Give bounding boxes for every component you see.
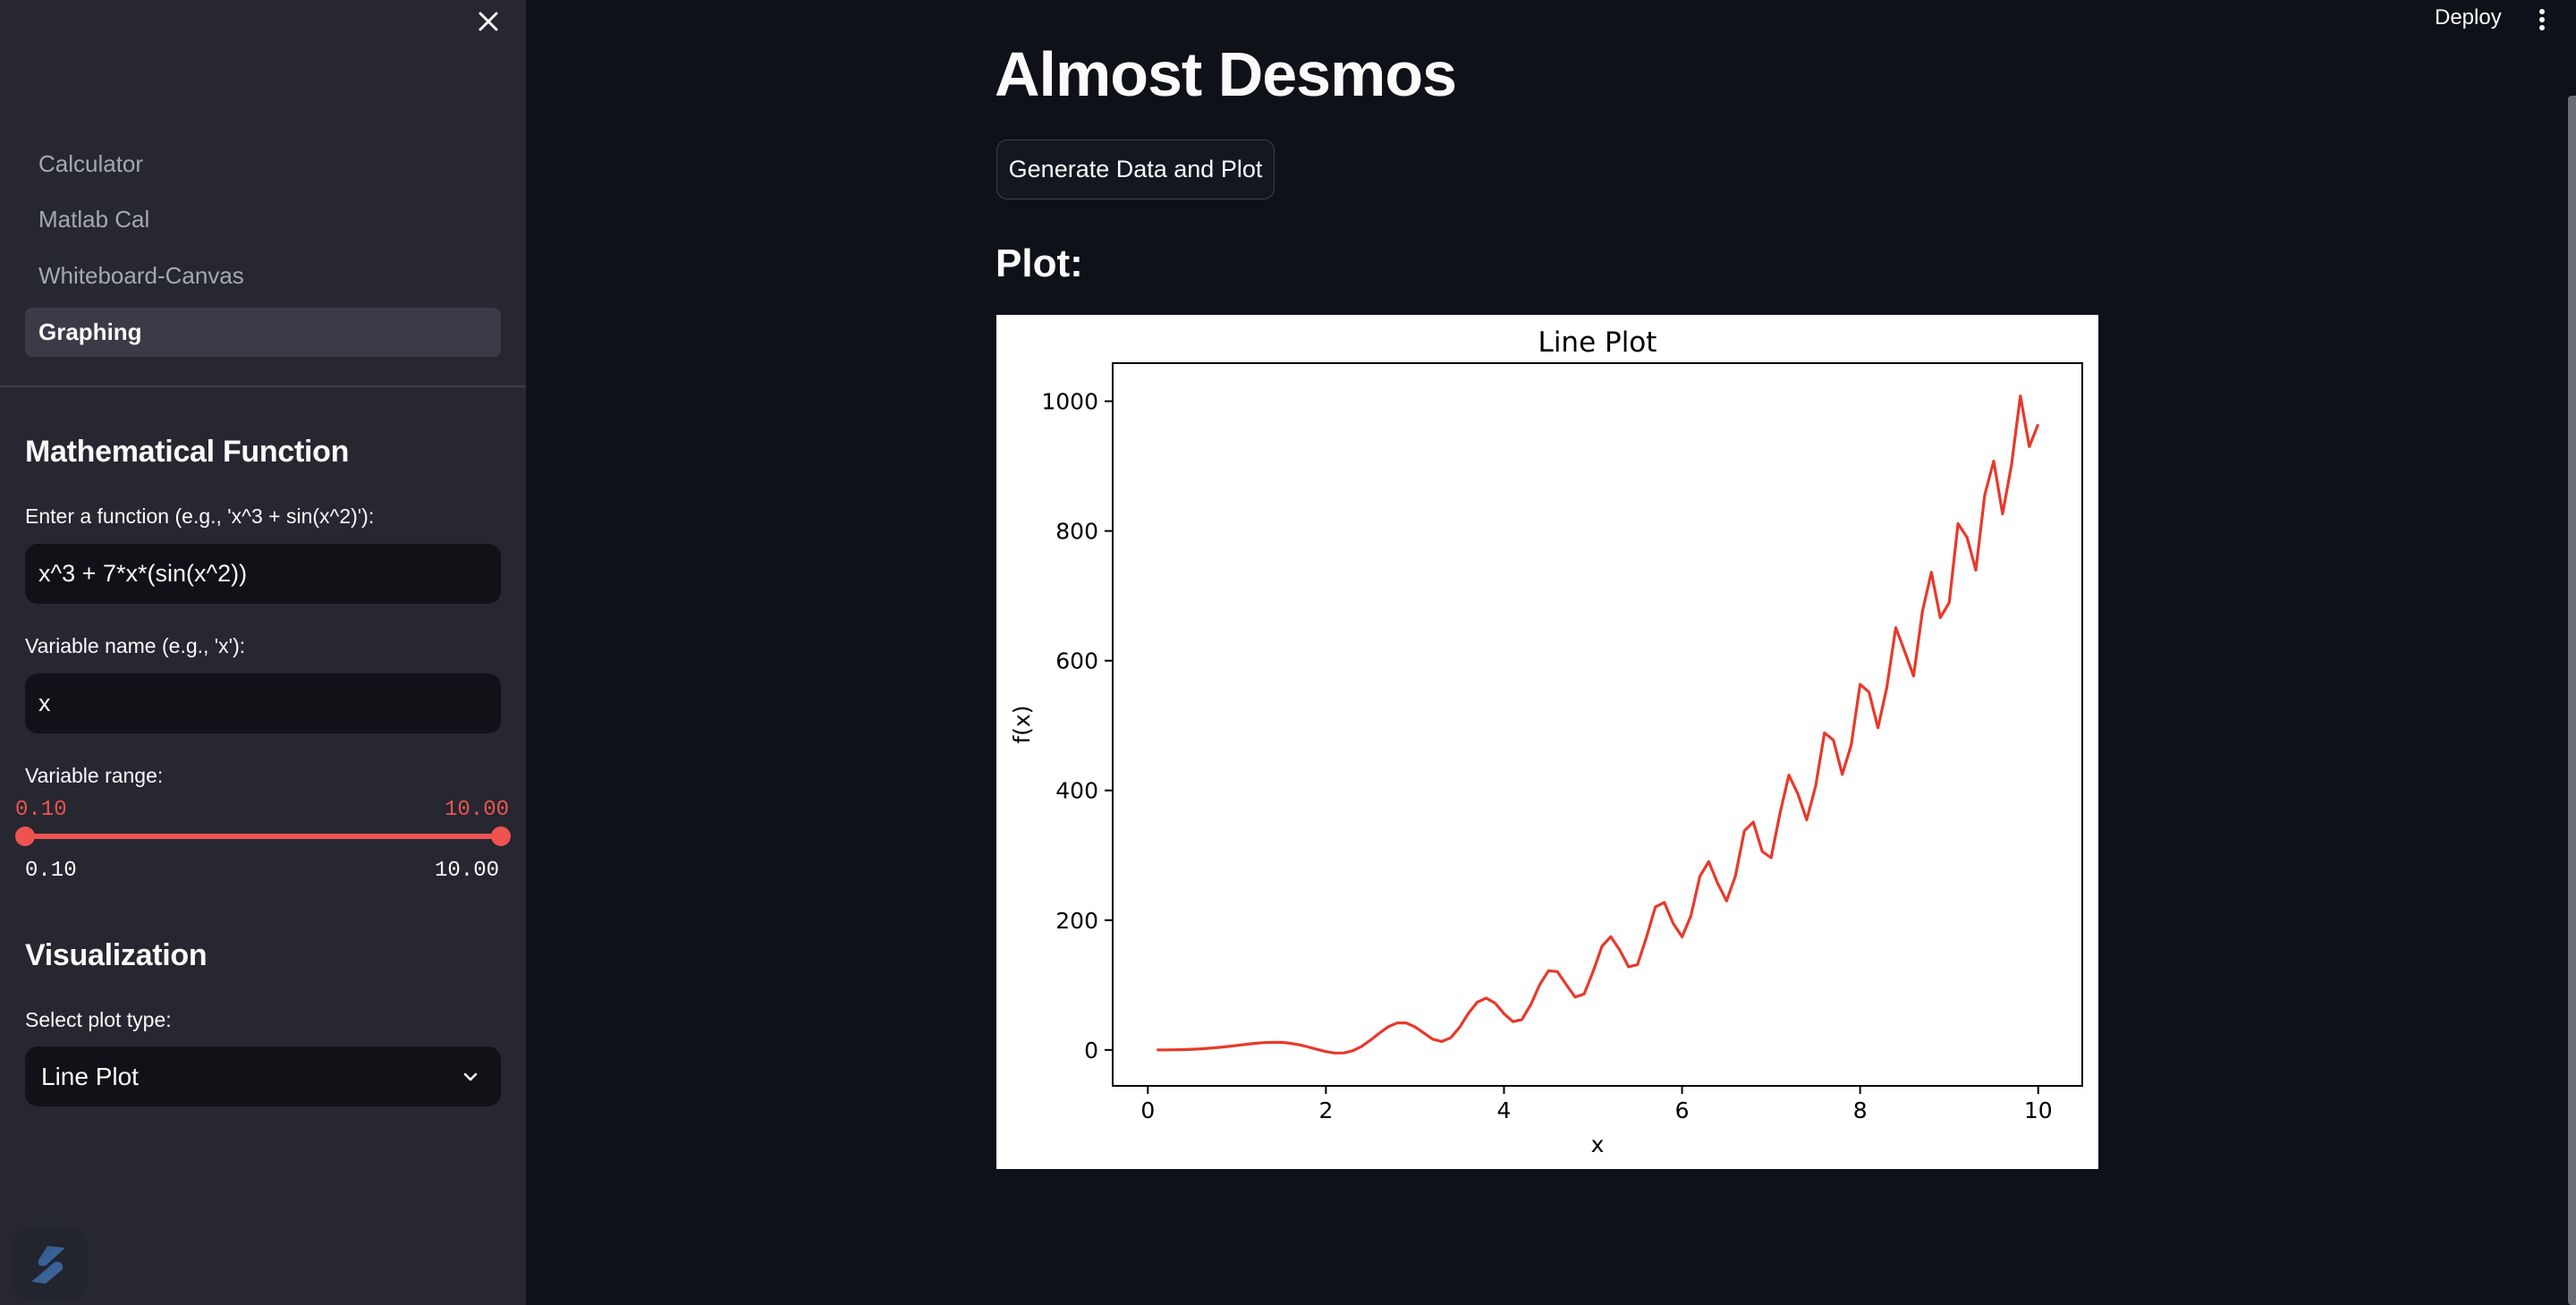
range-slider-high-thumb[interactable]	[491, 826, 511, 846]
chart-y-axis-label: f(x)	[1009, 705, 1035, 743]
sidebar-item-label: Matlab Cal	[38, 206, 150, 233]
sidebar-item-label: Graphing	[38, 318, 142, 345]
main-menu-button[interactable]	[2535, 7, 2549, 34]
range-high-value: 10.00	[445, 798, 510, 822]
deploy-button[interactable]: Deploy	[2435, 5, 2502, 30]
chart-line-series	[1157, 394, 2040, 1055]
generate-data-and-plot-button[interactable]: Generate Data and Plot	[996, 140, 1275, 199]
kebab-menu-icon	[2539, 17, 2545, 22]
range-min-label: 0.10	[25, 859, 77, 883]
y-tick-label: 800	[1055, 519, 1098, 545]
x-tick-label: 10	[2024, 1097, 2053, 1123]
y-tick-label: 400	[1055, 778, 1098, 804]
kebab-menu-icon	[2539, 25, 2545, 30]
x-tick-label: 2	[1318, 1097, 1333, 1123]
section-heading-mathematical-function: Mathematical Function	[25, 435, 350, 469]
y-tick-label: 0	[1084, 1038, 1098, 1063]
sidebar-item-matlab-cal[interactable]: Matlab Cal	[25, 195, 501, 244]
page-title: Almost Desmos	[995, 39, 1457, 109]
x-tick-label: 8	[1853, 1097, 1868, 1123]
chart-canvas: Line Plot 0 2 4 6 8 10 0 200 400 600 800 1000 x f(x…	[1009, 326, 2083, 1157]
sidebar-item-whiteboard-canvas[interactable]: Whiteboard-Canvas	[25, 251, 501, 301]
section-heading-visualization: Visualization	[25, 938, 208, 972]
plot-type-label: Select plot type:	[25, 1008, 172, 1031]
sidebar-item-graphing[interactable]: Graphing	[25, 308, 501, 357]
streamlit-logo-icon	[31, 1246, 65, 1284]
plot-type-select[interactable]: Line Plot	[25, 1047, 501, 1106]
sidebar-item-calculator[interactable]: Calculator	[25, 140, 501, 189]
y-tick-label: 600	[1055, 648, 1098, 674]
sidebar: Calculator Matlab Cal Whiteboard-Canvas …	[0, 0, 526, 1305]
range-slider-track[interactable]	[25, 834, 501, 839]
y-tick-label: 200	[1055, 908, 1098, 934]
plot-heading: Plot:	[996, 242, 1083, 285]
y-tick-label: 1000	[1041, 389, 1098, 415]
range-low-value: 0.10	[15, 798, 67, 822]
function-input[interactable]	[25, 544, 501, 604]
sidebar-item-label: Calculator	[38, 150, 144, 177]
chart-title: Line Plot	[1538, 326, 1657, 359]
x-tick-label: 4	[1497, 1097, 1512, 1123]
x-tick-label: 0	[1140, 1097, 1155, 1123]
streamlit-logo-button[interactable]	[13, 1226, 87, 1301]
kebab-menu-icon	[2539, 9, 2545, 14]
chart-axes: 0 2 4 6 8 10 0 200 400 600 800 1000	[1041, 389, 2052, 1123]
range-slider-low-thumb[interactable]	[15, 826, 35, 846]
variable-name-input[interactable]	[25, 674, 501, 733]
variable-name-label: Variable name (e.g., 'x'):	[25, 634, 246, 657]
chart-x-axis-label: x	[1591, 1131, 1605, 1157]
variable-range-label: Variable range:	[25, 764, 164, 787]
page-scrollbar[interactable]	[2568, 96, 2576, 1305]
range-max-label: 10.00	[435, 859, 500, 883]
sidebar-item-label: Whiteboard-Canvas	[38, 262, 244, 289]
function-input-label: Enter a function (e.g., 'x^3 + sin(x^2)'…	[25, 504, 375, 528]
chevron-down-icon	[463, 1072, 478, 1081]
sidebar-divider	[0, 386, 526, 387]
chart-axes-frame	[1112, 362, 2083, 1087]
close-icon	[479, 12, 498, 31]
x-tick-label: 6	[1675, 1097, 1690, 1123]
plot-type-selected-value: Line Plot	[41, 1063, 139, 1090]
close-sidebar-button[interactable]	[474, 7, 503, 36]
line-plot-chart: Line Plot 0 2 4 6 8 10 0 200 400 600 800 1000 x f(x…	[996, 315, 2098, 1169]
